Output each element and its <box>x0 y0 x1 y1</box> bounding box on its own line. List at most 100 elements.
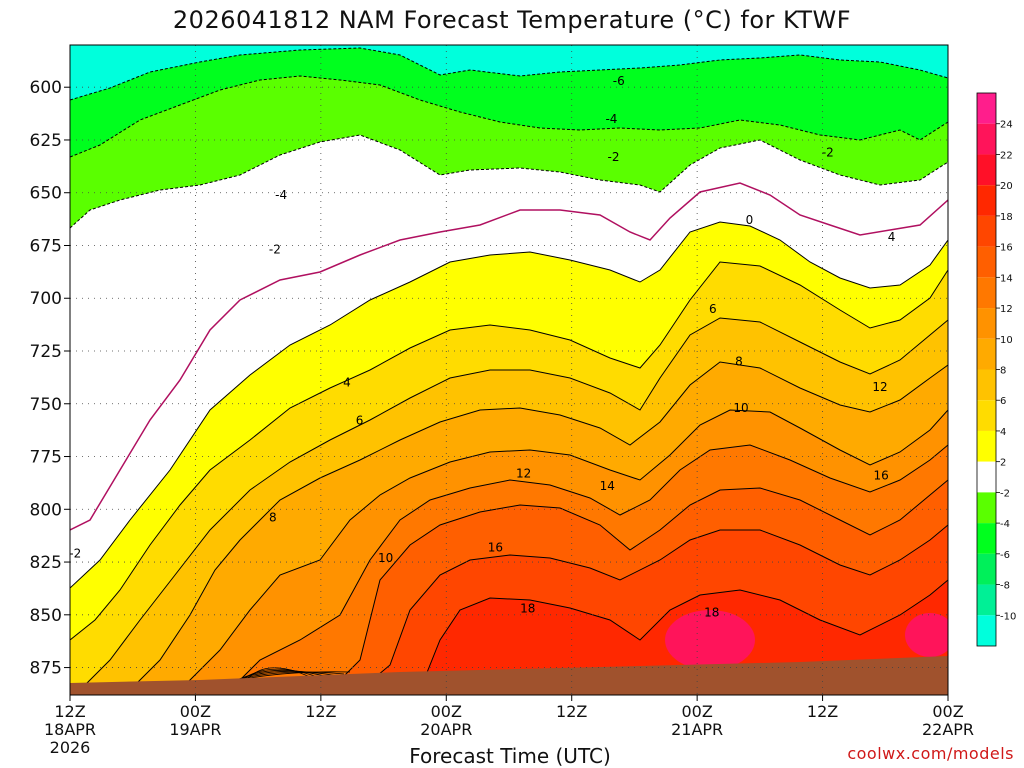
y-tick-label: 875 <box>30 659 62 679</box>
y-tick-label: 825 <box>30 553 62 573</box>
colorbar-tick-label: 14 <box>1000 273 1013 284</box>
temperature-fills <box>70 45 948 695</box>
y-tick-label: 700 <box>30 289 62 309</box>
isotherm--2 <box>70 134 948 229</box>
plot-frame <box>69 44 949 696</box>
contour-label: 8 <box>269 511 277 525</box>
isotherm-14 <box>289 479 948 691</box>
contour-label: 18 <box>704 606 719 620</box>
isotherm-0 <box>70 182 948 531</box>
colorbar-band <box>977 523 996 554</box>
chart-title: 2026041812 NAM Forecast Temperature (°C)… <box>172 6 852 34</box>
colorbar-tick-label: 20 <box>1000 181 1013 192</box>
contour-label: -4 <box>605 112 617 126</box>
y-tick-label: 675 <box>30 236 62 256</box>
colorbar-tick-label: 4 <box>1000 427 1006 438</box>
isotherm-2 <box>70 221 948 589</box>
colorbar-band <box>977 338 996 370</box>
y-tick-label: 775 <box>30 448 62 468</box>
y-axis: 600 625 650 675 700 725 750 775 800 825 850 875 <box>30 78 70 679</box>
y-tick-label: 850 <box>30 606 62 626</box>
colorbar-band <box>977 308 996 339</box>
x-tick-label: 21APR <box>671 720 723 739</box>
temperature-contours <box>70 47 948 691</box>
colorbar-band <box>977 154 996 186</box>
colorbar-tick-label: 22 <box>1000 150 1013 161</box>
y-tick-label: 625 <box>30 131 62 151</box>
contour-label: 4 <box>888 230 896 244</box>
isotherm-16 <box>359 524 948 691</box>
colorbar-tick-label: 10 <box>1000 335 1013 346</box>
fill-band-warm-core-east <box>905 613 948 657</box>
colorbar-tick-label: 24 <box>1000 120 1013 131</box>
x-tick-label: 00Z <box>431 702 462 721</box>
x-tick-label: 00Z <box>180 702 211 721</box>
plot-area: -6 -4 -2 -4 -2 0 -2 4 4 6 6 8 8 10 10 12 12 14 16 16 18 18 -2 <box>70 45 948 695</box>
colorbar-band <box>977 123 996 155</box>
contour-label: 18 <box>520 601 535 615</box>
colorbar-band <box>977 400 996 431</box>
contour-label: 6 <box>709 302 717 316</box>
colorbar-tick-label: -6 <box>1000 550 1010 561</box>
colorbar-band <box>977 430 996 462</box>
contour-label: -2 <box>822 146 834 160</box>
colorbar-tick-label: -10 <box>1000 611 1016 622</box>
contour-labels: -6 -4 -2 -4 -2 0 -2 4 4 6 6 8 8 10 10 12 12 14 16 16 18 18 -2 <box>70 74 896 620</box>
colorbar-tick-label: -8 <box>1000 581 1010 592</box>
colorbar-tick-label: 16 <box>1000 243 1013 254</box>
isotherm-10 <box>179 409 948 691</box>
y-tick-label: 650 <box>30 184 62 204</box>
colorbar: 24 22 20 18 16 14 12 10 8 6 4 2 -2 -4 -6 -8 -10 <box>976 92 1016 647</box>
colorbar-band <box>977 584 996 616</box>
colorbar-tick-label: -2 <box>1000 488 1010 499</box>
colorbar-tick-label: -4 <box>1000 519 1010 530</box>
fill-band-warm-core <box>665 610 755 670</box>
colorbar-band <box>977 93 996 124</box>
colorbar-tick-label: 2 <box>1000 458 1006 469</box>
contour-label: 16 <box>488 540 503 554</box>
contour-label: -6 <box>613 74 625 88</box>
colorbar-band <box>977 461 996 493</box>
colorbar-band <box>977 215 996 247</box>
isotherm-18 <box>419 579 948 691</box>
x-tick-label: 19APR <box>169 720 221 739</box>
contour-label: -2 <box>269 243 281 257</box>
contour-label: 6 <box>356 414 364 428</box>
colorbar-band <box>977 185 996 216</box>
x-tick-label: 12Z <box>305 702 336 721</box>
terrain-ground <box>70 656 948 695</box>
colorbar-tick-label: 8 <box>1000 366 1006 377</box>
contour-label: 8 <box>735 355 743 369</box>
x-tick-label: 20APR <box>420 720 472 739</box>
colorbar-tick-label: 6 <box>1000 396 1006 407</box>
contour-label: 4 <box>343 376 351 390</box>
colorbar-tick-label: 18 <box>1000 212 1013 223</box>
colorbar-band <box>977 369 996 401</box>
colorbar-band <box>977 277 996 309</box>
contour-label: -2 <box>608 150 620 164</box>
x-tick-label: 00Z <box>681 702 712 721</box>
isotherm--6 <box>70 47 948 101</box>
contour-label: 0 <box>746 213 754 227</box>
contour-label: -4 <box>275 188 287 202</box>
contour-label: 10 <box>733 401 748 415</box>
colorbar-band <box>977 615 996 646</box>
y-tick-label: 750 <box>30 395 62 415</box>
colorbar-tick-label: 12 <box>1000 304 1013 315</box>
y-tick-label: 725 <box>30 342 62 362</box>
x-tick-label: 2026 <box>50 738 91 757</box>
isotherm-4 <box>70 261 948 641</box>
y-tick-label: 600 <box>30 78 62 98</box>
isotherm-6 <box>79 317 948 691</box>
x-tick-label: 12Z <box>556 702 587 721</box>
x-tick-label: 22APR <box>922 720 974 739</box>
contour-label: 10 <box>378 551 393 565</box>
grid <box>70 45 948 695</box>
colorbar-band <box>977 246 996 278</box>
x-axis-label: Forecast Time (UTC) <box>409 744 611 768</box>
credit-link[interactable]: coolwx.com/models <box>847 744 1014 763</box>
isotherm-12 <box>229 444 948 691</box>
colorbar-band <box>977 553 996 585</box>
